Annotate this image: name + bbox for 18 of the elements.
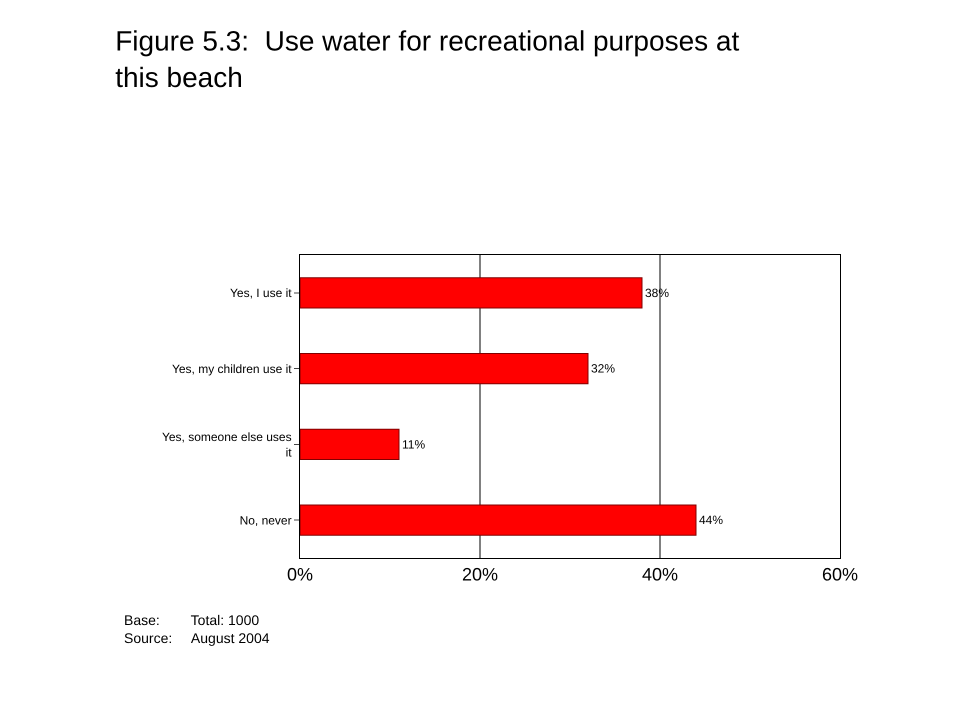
x-tick-label: 60% <box>822 564 858 585</box>
x-tick-label: 40% <box>642 564 678 585</box>
data-label: 32% <box>591 362 616 376</box>
bar <box>300 428 400 460</box>
data-label: 44% <box>699 513 724 528</box>
y-tick-label: Yes, my children use it <box>172 362 292 376</box>
data-label: 11% <box>402 437 426 452</box>
y-tick-label: Yes, someone else uses it <box>162 430 292 460</box>
x-tick-label: 0% <box>286 564 314 585</box>
text: Base: Total: 1000 <box>124 612 260 628</box>
chart-title: Figure 5.3: Use water for recreational purposes at this beach <box>115 26 740 94</box>
y-tick-label: No, never <box>240 513 292 528</box>
bar <box>300 277 642 309</box>
bar <box>300 504 696 536</box>
y-tick-label: Yes, I use it <box>230 286 292 300</box>
source-note: Source: August 2004 <box>124 630 270 646</box>
x-tick-label: 20% <box>462 564 498 585</box>
bar <box>300 352 588 384</box>
